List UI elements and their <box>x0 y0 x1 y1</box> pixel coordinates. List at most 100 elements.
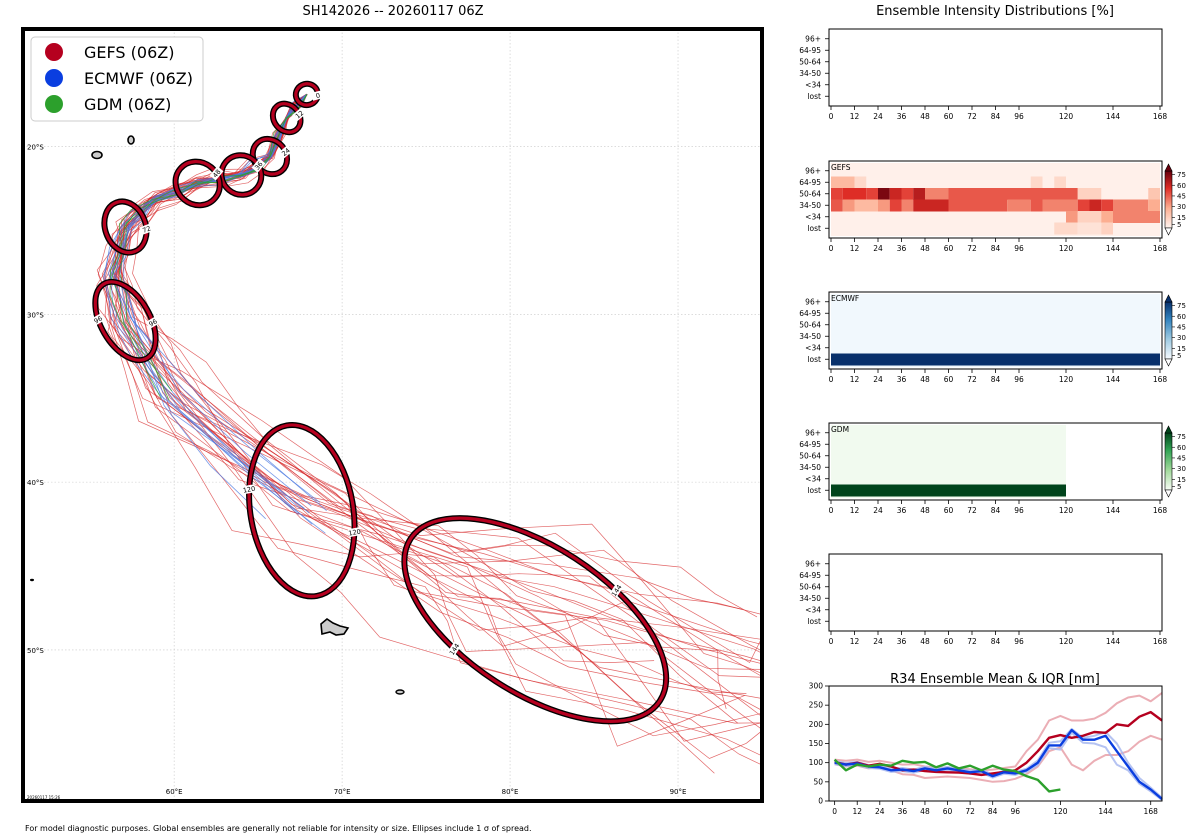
heatmap-cell <box>1077 222 1102 235</box>
intensity-panels: 96+ 64-95 50-64 34-50 <34 lost 0 12 24 36 48 60 72 84… <box>799 28 1186 646</box>
r34-x-tick-label: 60 <box>943 807 953 816</box>
colorbar-tick-label: 15 <box>1177 214 1186 222</box>
spread-ellipse: 0 <box>292 80 325 109</box>
x-tick-label: 84 <box>991 244 1001 253</box>
heatmap-cell <box>831 188 843 200</box>
x-tick-label: 84 <box>991 506 1001 515</box>
heatmap-cell <box>1030 199 1043 212</box>
legend-marker-gefs <box>45 43 63 61</box>
colorbar-tick-label: 60 <box>1177 182 1186 190</box>
heatmap-cell <box>1101 211 1113 223</box>
r34-x-tick-label: 24 <box>875 807 885 816</box>
x-tick-label: 96 <box>1014 637 1024 646</box>
x-tick-label: 144 <box>1106 112 1121 121</box>
r34-x-tick-label: 144 <box>1098 807 1113 816</box>
heatmap-cell <box>1089 199 1102 212</box>
x-tick-label: 84 <box>991 375 1001 384</box>
heatmap-cell <box>831 353 1160 366</box>
colorbar: 515 30 45 60 75 <box>1164 425 1186 498</box>
x-tick-label: 12 <box>850 506 860 515</box>
heatmap-cell <box>948 199 1008 212</box>
heatmap-cell <box>878 188 890 200</box>
x-tick-label: 72 <box>967 637 977 646</box>
row-label: 96+ <box>805 297 821 306</box>
map-tick-labels: 60°E 70°E 80°E 90°E 20°S 30°S 40°S 50°S <box>27 143 686 796</box>
colorbar: 515 30 45 60 75 <box>1164 163 1186 236</box>
island <box>320 618 350 636</box>
legend-label-gefs: GEFS (06Z) <box>84 43 174 62</box>
spread-ellipse: 36 <box>218 152 266 198</box>
row-label: 96+ <box>805 428 821 437</box>
colorbar-tick-label: 30 <box>1177 334 1186 342</box>
x-tick-label: 72 <box>967 244 977 253</box>
heatmap-cell <box>901 199 914 212</box>
heatmap-cell <box>901 188 914 200</box>
colorbar-tick-label: 30 <box>1177 203 1186 211</box>
x-tick-label: 12 <box>850 112 860 121</box>
row-label: 64-95 <box>799 571 821 580</box>
heatmap-cell <box>948 188 1078 200</box>
r34-plot: 0 50 100 150 200 250 300 0 12 24 36 48 60 72 84 96 120 14… <box>809 682 1163 816</box>
heatmap-cell <box>831 176 855 189</box>
heatmap-cell <box>1101 199 1113 212</box>
x-tick-label: 120 <box>1059 506 1074 515</box>
map-lat-label: 50°S <box>27 647 44 655</box>
row-label: 34-50 <box>799 69 821 78</box>
legend-label-ecmwf: ECMWF (06Z) <box>84 69 193 88</box>
r34-x-tick-label: 84 <box>988 807 998 816</box>
ellipse-hour-label: 24 <box>280 146 291 157</box>
x-tick-label: 84 <box>991 112 1001 121</box>
intensity-title: Ensemble Intensity Distributions [%] <box>876 4 1114 19</box>
r34-series-ecmwf-mean <box>834 728 1163 801</box>
heatmap-cell <box>1054 176 1066 189</box>
colorbar-tick-label: 15 <box>1177 476 1186 484</box>
x-tick-label: 24 <box>873 112 883 121</box>
map-lon-label: 60°E <box>166 788 183 796</box>
x-tick-label: 36 <box>897 375 907 384</box>
x-tick-label: 0 <box>829 637 834 646</box>
colorbar-tick-label: 75 <box>1177 433 1186 441</box>
intensity-gdm: GDM 96+ 64-95 50-64 34-50 <34 lost 0 12 24 36 48 60 7… <box>799 422 1186 515</box>
panel-model-label: GEFS <box>831 163 851 172</box>
x-tick-label: 12 <box>850 375 860 384</box>
x-tick-label: 168 <box>1153 637 1168 646</box>
r34-x-tick-label: 12 <box>852 807 862 816</box>
heatmap-cell <box>854 199 878 212</box>
r34-y-tick-label: 250 <box>809 701 824 710</box>
ellipse-hour-label: 96 <box>93 314 104 325</box>
row-label: 64-95 <box>799 309 821 318</box>
x-tick-label: 48 <box>920 112 930 121</box>
x-tick-label: 12 <box>850 244 860 253</box>
ensemble-track <box>115 93 762 678</box>
x-tick-label: 0 <box>829 506 834 515</box>
row-label: lost <box>807 355 821 364</box>
r34-frame <box>828 685 1163 802</box>
colorbar-tick-label: 15 <box>1177 345 1186 353</box>
x-tick-label: 24 <box>873 375 883 384</box>
x-tick-label: 24 <box>873 506 883 515</box>
row-label: <34 <box>805 474 821 483</box>
x-tick-label: 60 <box>944 112 954 121</box>
ellipse-hour-label: 12 <box>294 109 305 120</box>
colorbar-tick-label: 45 <box>1177 323 1186 331</box>
row-label: 50-64 <box>799 451 821 460</box>
x-tick-label: 96 <box>1014 375 1024 384</box>
ensemble-track <box>109 94 308 392</box>
legend-marker-gdm <box>45 95 63 113</box>
island <box>127 135 135 145</box>
row-label: lost <box>807 224 821 233</box>
footer-note: For model diagnostic purposes. Global en… <box>25 824 532 833</box>
x-tick-label: 72 <box>967 112 977 121</box>
row-label: 50-64 <box>799 57 821 66</box>
heatmap-cell <box>925 188 949 200</box>
heatmap-cell <box>831 199 843 212</box>
x-tick-label: 144 <box>1106 637 1121 646</box>
heatmap-cell <box>831 484 1066 497</box>
map-frame <box>21 27 764 803</box>
x-tick-label: 144 <box>1106 375 1121 384</box>
panel-frame <box>828 553 1163 632</box>
x-tick-label: 60 <box>944 244 954 253</box>
x-tick-label: 48 <box>920 506 930 515</box>
